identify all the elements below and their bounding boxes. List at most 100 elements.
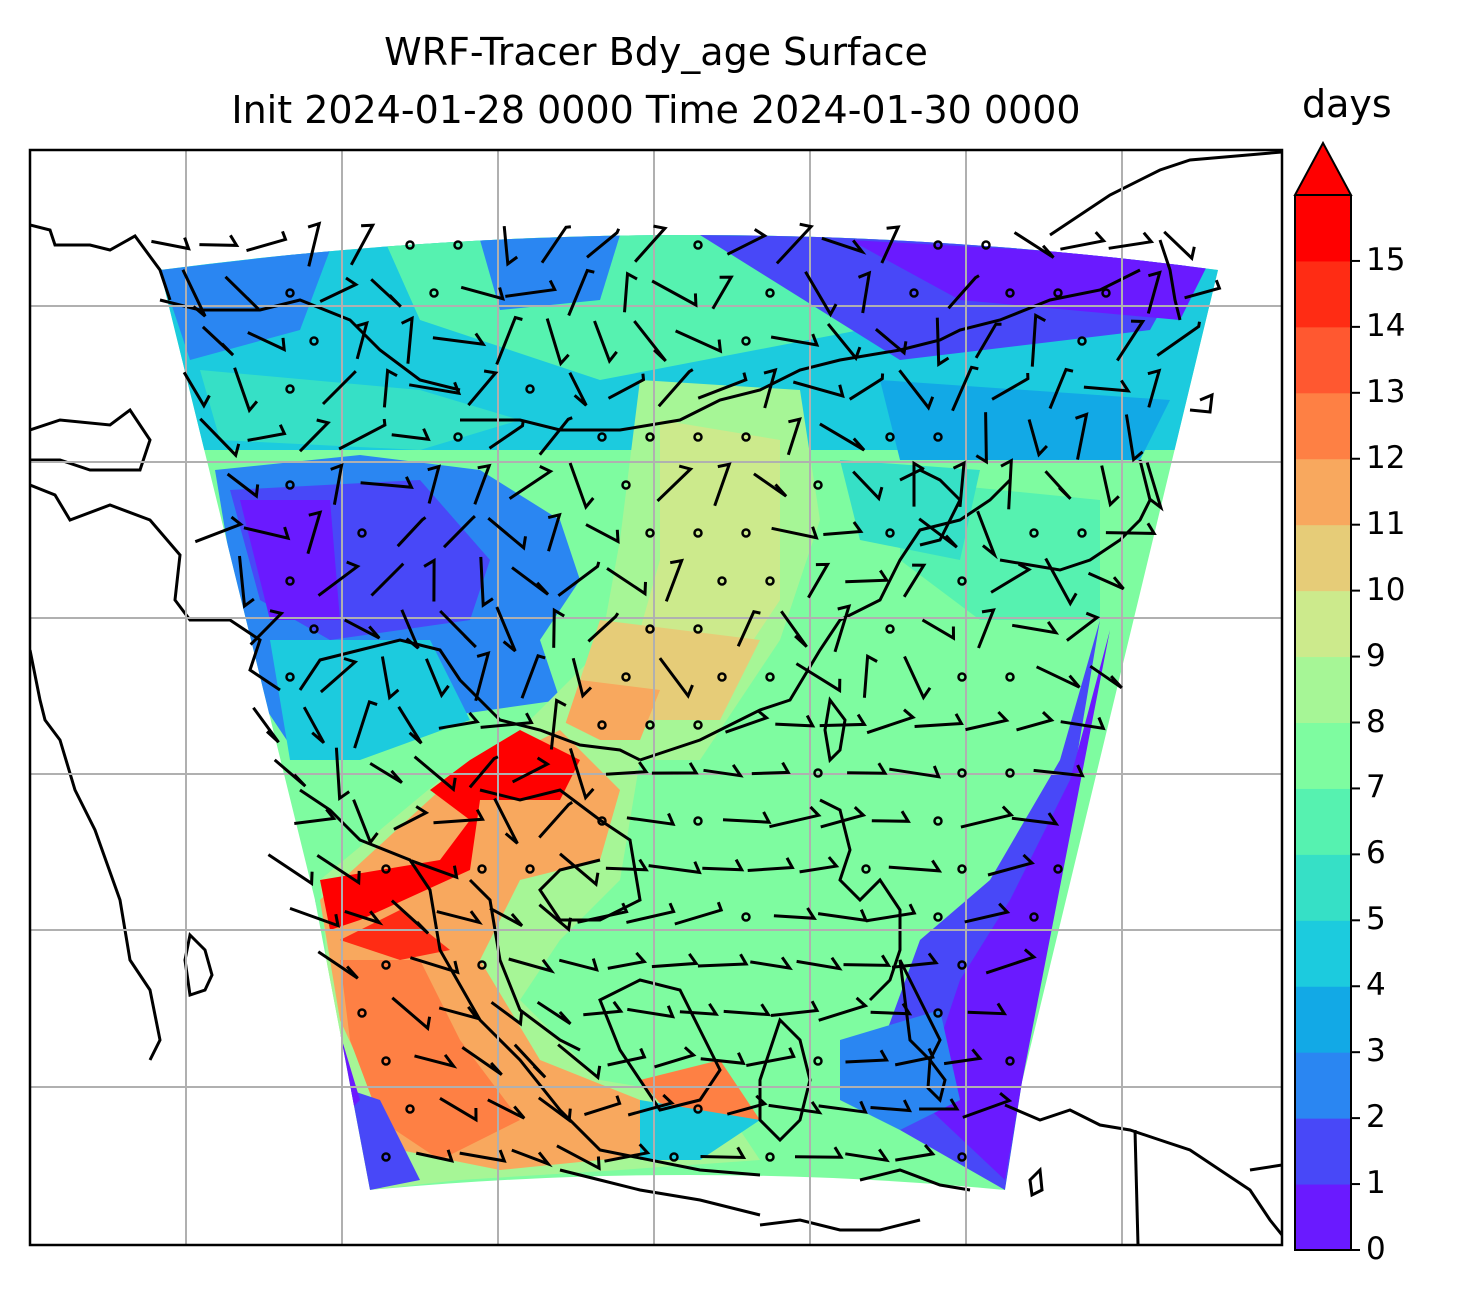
- wind-barb: [1044, 557, 1078, 607]
- wind-barb: [726, 1094, 768, 1116]
- calm-wind-circle: [981, 240, 991, 250]
- calm-wind-circle: [1029, 528, 1039, 538]
- wind-barb: [605, 858, 649, 872]
- calm-wind-circle: [429, 288, 439, 298]
- calm-wind-circle: [741, 528, 751, 538]
- wind-barb: [438, 1005, 481, 1021]
- wind-barb: [338, 418, 387, 451]
- field-patch: [200, 370, 520, 450]
- wind-barb: [991, 372, 1030, 401]
- wind-barb: [1147, 368, 1162, 408]
- wind-barb: [1000, 458, 1013, 510]
- wind-barb: [962, 1092, 1013, 1119]
- wind-barb: [651, 762, 699, 775]
- calm-wind-circle: [285, 384, 295, 394]
- wind-barb: [1033, 764, 1085, 778]
- wind-barb: [880, 225, 901, 264]
- calm-wind-circle: [645, 432, 655, 442]
- wind-barb: [700, 1052, 746, 1066]
- wind-barb: [606, 567, 647, 597]
- wind-barb: [330, 462, 344, 505]
- wind-barb: [674, 901, 724, 926]
- wind-barb: [1030, 312, 1047, 367]
- wind-barb: [199, 234, 240, 247]
- colorbar-tick-label: 2: [1366, 1099, 1386, 1136]
- calm-wind-circle: [381, 1152, 391, 1162]
- wind-barb: [467, 369, 499, 407]
- calm-wind-circle: [933, 432, 943, 442]
- calm-wind-circle: [933, 1008, 943, 1018]
- wind-barb: [795, 662, 842, 694]
- calm-wind-circle: [885, 432, 895, 442]
- wind-barb: [1089, 664, 1123, 690]
- wind-barb: [487, 517, 527, 551]
- calm-wind-circle: [693, 1104, 703, 1114]
- wind-barb: [321, 370, 357, 406]
- wind-barb: [382, 368, 398, 408]
- wind-barb: [151, 237, 191, 251]
- calm-wind-circle: [861, 864, 871, 874]
- wind-barb: [249, 609, 285, 646]
- wind-barb: [489, 906, 524, 928]
- wind-barb: [626, 902, 676, 924]
- calm-wind-circle: [813, 768, 823, 778]
- wind-barb: [874, 328, 908, 356]
- wind-barb: [845, 1049, 890, 1064]
- calm-wind-circle: [285, 288, 295, 298]
- calm-wind-circle: [885, 624, 895, 634]
- calm-wind-circle: [741, 336, 751, 346]
- colorbar-bin: [1295, 722, 1351, 789]
- wind-barb: [1027, 419, 1048, 458]
- wind-barb: [433, 808, 485, 825]
- wind-barb: [409, 956, 460, 975]
- calm-wind-circle: [957, 864, 967, 874]
- wind-barb: [473, 463, 492, 505]
- calm-wind-circle: [741, 432, 751, 442]
- wind-barb: [432, 332, 487, 347]
- wind-barb: [247, 331, 286, 352]
- wind-barb: [568, 372, 588, 407]
- wind-barb: [891, 952, 939, 969]
- wind-barb: [862, 653, 878, 698]
- wind-barb: [656, 464, 694, 502]
- wind-barb: [355, 320, 369, 360]
- wind-barb: [1083, 379, 1132, 393]
- wind-barb: [349, 223, 376, 266]
- wind-barb: [751, 761, 791, 776]
- calm-wind-circle: [957, 960, 967, 970]
- wind-barb: [852, 470, 884, 502]
- wind-barb: [903, 655, 932, 701]
- wind-barb: [344, 618, 381, 640]
- wind-barb: [461, 1046, 503, 1076]
- wind-barb: [1156, 321, 1201, 357]
- wind-barb: [943, 1048, 983, 1066]
- wind-barb: [538, 801, 573, 839]
- colorbar-bin: [1295, 854, 1351, 921]
- wind-barb: [181, 269, 207, 318]
- wind-barb: [587, 612, 620, 643]
- calm-wind-circle: [285, 672, 295, 682]
- wind-barb: [224, 275, 260, 311]
- wind-barb: [353, 699, 378, 749]
- calm-wind-circle: [621, 480, 631, 490]
- wind-barb: [713, 462, 732, 507]
- wind-barb: [317, 560, 361, 597]
- calm-wind-circle: [765, 1152, 775, 1162]
- wind-barb: [557, 561, 601, 597]
- wind-barb: [651, 279, 698, 308]
- wind-barb: [316, 854, 361, 886]
- wind-barb: [818, 1100, 868, 1114]
- colorbar-tick-label: 15: [1366, 241, 1406, 278]
- wind-barb: [370, 562, 405, 597]
- wind-barb: [520, 653, 546, 699]
- calm-wind-circle: [765, 672, 775, 682]
- wind-barb: [747, 857, 795, 872]
- colorbar-tick-label: 10: [1366, 571, 1406, 608]
- calm-wind-circle: [1005, 768, 1015, 778]
- colorbar-bin: [1295, 195, 1351, 262]
- wind-barb: [951, 365, 979, 412]
- calm-wind-circle: [1029, 912, 1039, 922]
- wind-barb: [468, 755, 499, 789]
- colorbar-tick-label: 7: [1366, 769, 1386, 806]
- wind-barb: [436, 910, 483, 925]
